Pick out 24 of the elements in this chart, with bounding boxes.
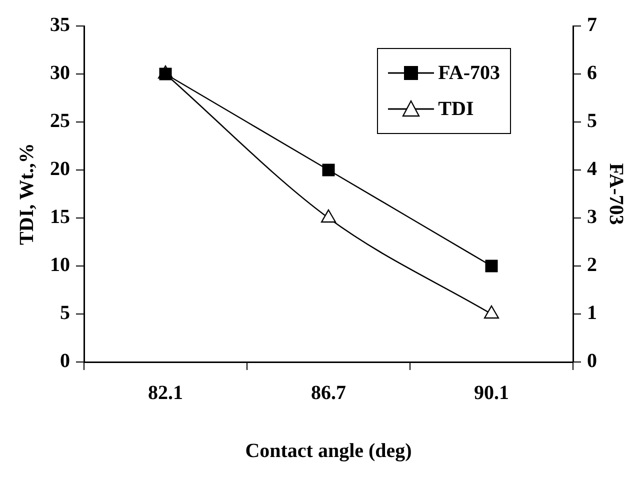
y2-tick-label: 6 — [587, 62, 597, 84]
y-tick-label: 0 — [60, 350, 70, 372]
legend-label: FA-703 — [438, 62, 500, 84]
y2-tick-label: 5 — [587, 110, 597, 132]
legend-label: TDI — [438, 98, 474, 120]
x-tick-label: 86.7 — [311, 382, 346, 404]
y-tick-label: 20 — [50, 158, 70, 180]
y2-tick-label: 4 — [587, 158, 597, 180]
y-axis-title: TDI, Wt.,% — [16, 143, 38, 245]
y2-tick-label: 0 — [587, 350, 597, 372]
y2-tick-label: 2 — [587, 254, 597, 276]
x-axis-title: Contact angle (deg) — [245, 440, 412, 462]
y-tick-label: 35 — [50, 14, 70, 36]
y-tick-label: 25 — [50, 110, 70, 132]
y2-tick-label: 3 — [587, 206, 597, 228]
y-tick-label: 10 — [50, 254, 70, 276]
x-tick-label: 82.1 — [148, 382, 183, 404]
y-tick-label: 30 — [50, 62, 70, 84]
y2-tick-label: 1 — [587, 302, 597, 324]
y2-axis-title: FA-703 — [604, 163, 627, 225]
y-tick-label: 15 — [50, 206, 70, 228]
x-tick-label: 90.1 — [474, 382, 509, 404]
y-tick-label: 5 — [60, 302, 70, 324]
y2-tick-label: 7 — [587, 14, 597, 36]
